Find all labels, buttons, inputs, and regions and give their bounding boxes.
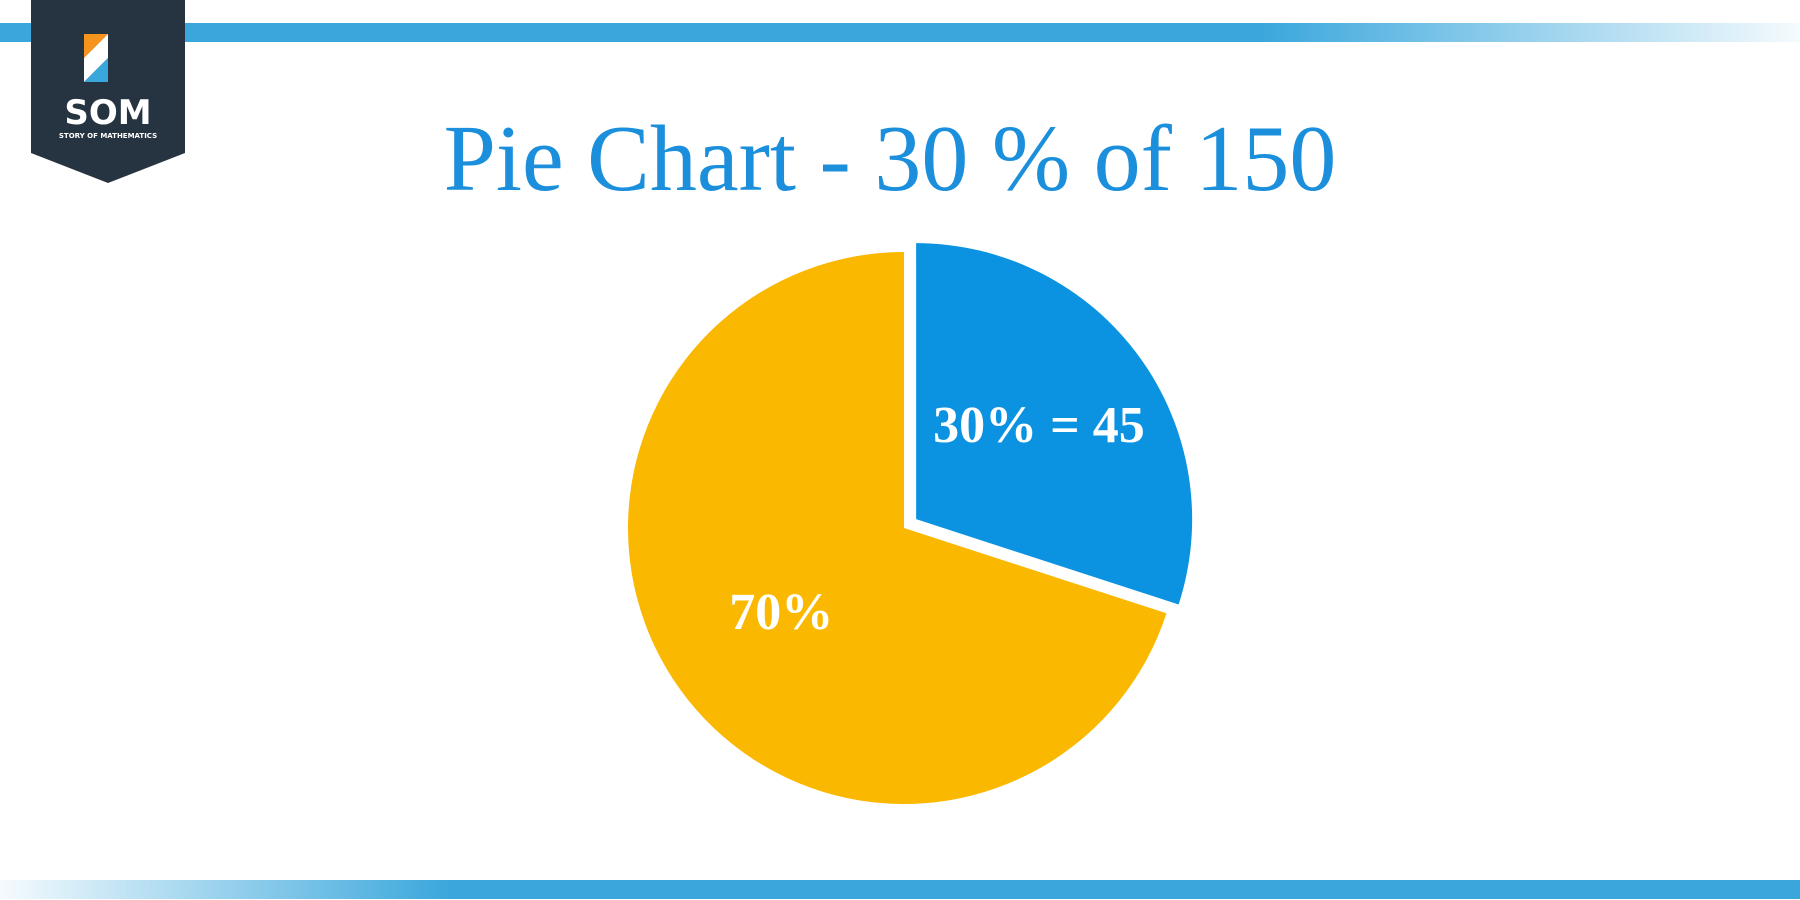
top-bar	[0, 23, 1800, 42]
bottom-bar	[0, 880, 1800, 899]
slice-label: 30% = 45	[933, 397, 1145, 454]
logo-tagline: STORY OF MATHEMATICS	[59, 132, 157, 140]
pie-slice	[628, 252, 1167, 804]
chart-title: Pie Chart - 30 % of 150	[444, 107, 1337, 211]
pie-slice	[916, 243, 1193, 605]
logo-name: SOM	[64, 93, 151, 133]
logo: SOM STORY OF MATHEMATICS	[31, 0, 185, 183]
slice-label: 70%	[729, 584, 833, 641]
